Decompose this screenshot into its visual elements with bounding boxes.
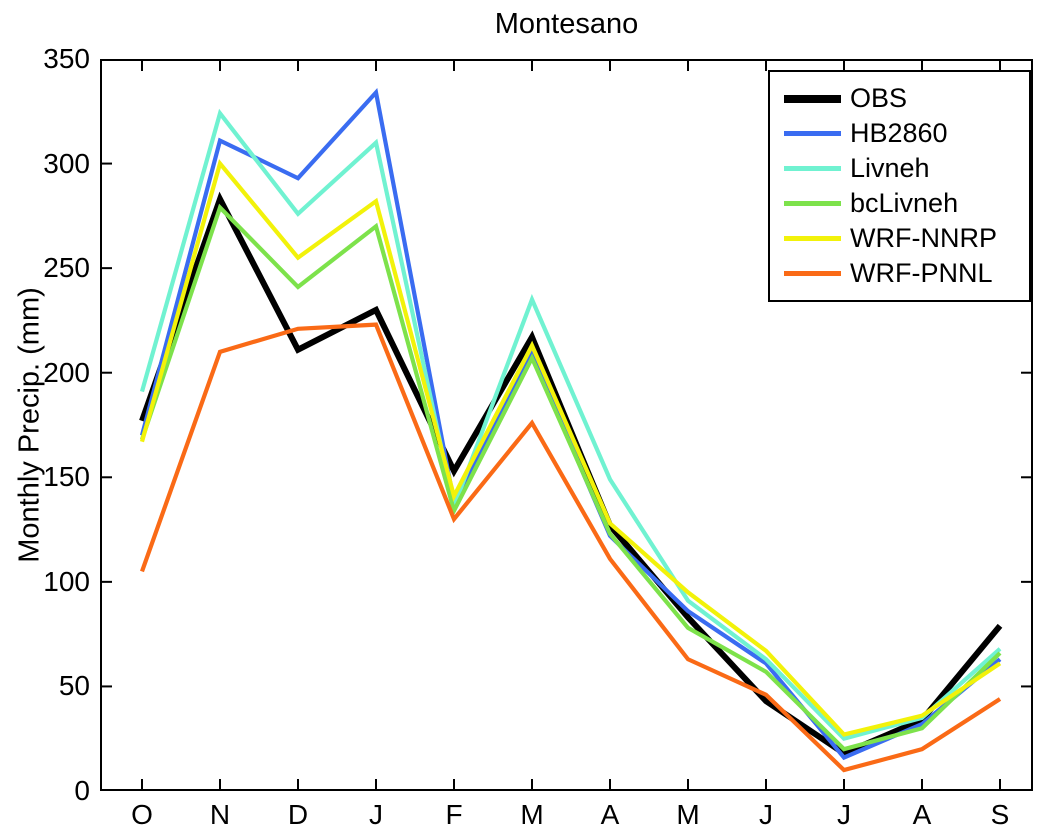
legend-line-swatch <box>784 94 841 103</box>
legend-item-Livneh: Livneh <box>784 151 1023 186</box>
legend-line-swatch <box>784 166 841 171</box>
chart-title: Montesano <box>494 8 639 40</box>
y-tick-label: 100 <box>43 565 90 597</box>
x-tick-label: A <box>600 799 620 830</box>
x-tick-label: D <box>287 799 309 830</box>
x-tick-label: J <box>369 799 383 830</box>
legend-label: bcLivneh <box>850 188 959 218</box>
legend-line-swatch <box>784 201 841 206</box>
x-tick-label: J <box>759 799 773 830</box>
y-tick-label: 250 <box>43 252 90 284</box>
series-line-bcLivneh <box>140 203 1002 752</box>
x-tick-label: J <box>837 799 851 830</box>
legend-label: WRF-NNRP <box>850 223 997 253</box>
x-tick-label: M <box>520 799 544 830</box>
legend-label: OBS <box>850 83 908 113</box>
y-tick-label: 300 <box>43 147 90 179</box>
legend-label: Livneh <box>850 153 930 183</box>
y-tick-label: 50 <box>58 670 90 702</box>
x-tick-label: O <box>131 799 153 830</box>
y-tick-label: 150 <box>43 461 90 493</box>
y-tick-label: 0 <box>74 775 90 806</box>
legend-item-OBS: OBS <box>784 81 1023 116</box>
legend-item-WRF-PNNL: WRF-PNNL <box>784 256 1023 291</box>
legend-item-bcLivneh: bcLivneh <box>784 186 1023 221</box>
legend-line-swatch <box>784 236 841 241</box>
series-line-WRF-NNRP <box>139 159 1002 737</box>
legend-label: HB2860 <box>850 118 948 148</box>
legend: OBS HB2860 Livneh bcLivneh WRF-NNRP WRF-PNNL <box>768 70 1031 302</box>
x-tick-label: M <box>676 799 700 830</box>
plot-area <box>100 59 1033 791</box>
x-tick-label: A <box>912 799 932 830</box>
legend-line-swatch <box>784 271 841 276</box>
legend-label: WRF-PNNL <box>850 258 993 288</box>
legend-line-swatch <box>784 131 841 136</box>
series-line-WRF-PNNL <box>140 322 1002 773</box>
legend-item-WRF-NNRP: WRF-NNRP <box>784 221 1023 256</box>
x-tick-label: F <box>445 799 463 830</box>
x-tick-label: S <box>990 799 1010 830</box>
y-axis-label: Monthly Precip. (mm) <box>13 287 46 563</box>
x-tick-label: N <box>209 799 231 830</box>
legend-item-HB2860: HB2860 <box>784 116 1023 151</box>
y-tick-label: 200 <box>43 356 90 388</box>
y-tick-label: 350 <box>43 43 90 74</box>
axis-box <box>100 59 1033 791</box>
series-line-Livneh <box>139 108 1002 742</box>
